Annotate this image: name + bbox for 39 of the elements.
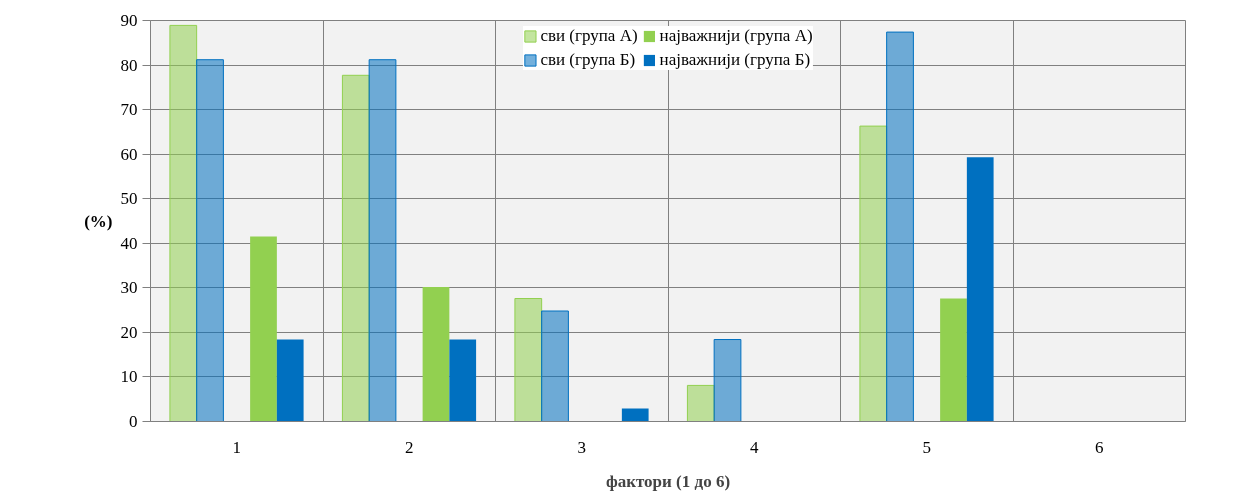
bar [859,125,888,422]
bar [250,236,277,422]
bar [713,339,742,422]
bar [169,24,198,422]
bar [966,157,994,422]
y-tick-label: 90 [120,11,138,30]
y-tick-label: 80 [120,55,138,75]
bar [196,59,224,422]
x-tick-label: 2 [405,437,414,457]
y-tick-label: 40 [120,233,138,253]
bar [940,298,967,422]
bar [276,339,304,422]
bar [368,59,397,422]
y-tick-label: 20 [120,322,138,342]
legend-label: сви (група А) [540,26,638,46]
y-tick-label: 60 [120,144,138,164]
bar [686,384,715,422]
y-axis-title: (%) [84,211,113,231]
bar [422,286,450,422]
y-tick-label: 30 [120,278,138,298]
x-tick-label: 3 [577,437,586,457]
y-tick-label: 0 [129,412,138,431]
x-tick-label: 5 [922,437,931,457]
y-tick-label: 50 [120,189,138,209]
bar [341,74,370,422]
bar [514,298,543,422]
bar [621,408,649,422]
bar [449,339,477,422]
legend-label: најважнији (група А) [659,26,813,46]
x-tick-label: 6 [1095,437,1104,457]
x-tick-label: 4 [750,437,759,457]
legend-label: најважнији (група Б) [659,50,811,70]
bar [541,310,569,422]
x-tick-label: 1 [232,437,241,457]
x-axis-title: фактори (1 до 6) [605,471,731,491]
bar [886,31,914,422]
y-tick-label: 10 [120,367,138,387]
legend-label: сви (група Б) [540,50,636,70]
y-tick-label: 70 [120,100,138,120]
